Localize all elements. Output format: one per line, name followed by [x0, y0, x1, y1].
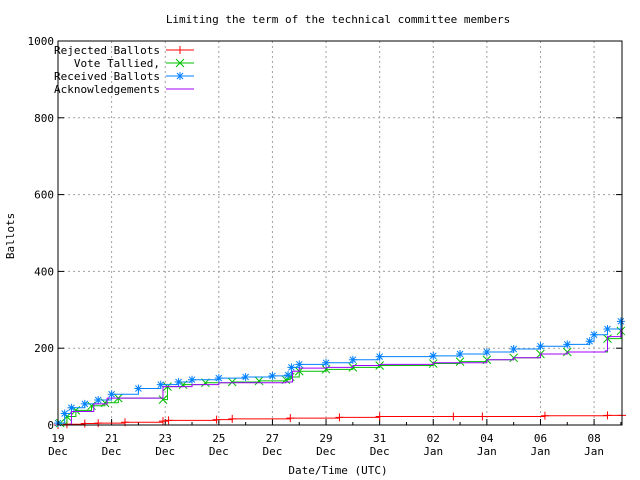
star-marker: [188, 375, 197, 384]
chart-title: Limiting the term of the technical commi…: [166, 13, 510, 26]
star-marker: [429, 351, 438, 360]
y-axis-label: Ballots: [4, 213, 17, 259]
x-tick-label-month: Dec: [316, 445, 336, 458]
x-tick-label-month: Jan: [477, 445, 497, 458]
x-tick-label-month: Jan: [584, 445, 604, 458]
legend-label: Received Ballots: [54, 70, 160, 83]
star-marker: [284, 371, 293, 380]
star-marker: [287, 363, 296, 372]
series-line: [58, 329, 622, 426]
star-marker: [509, 344, 518, 353]
y-tick-label: 800: [34, 112, 54, 125]
plus-marker: [540, 411, 549, 420]
plus-marker: [158, 417, 167, 426]
series-received-ballots: [54, 317, 625, 428]
x-tick-label-month: Dec: [209, 445, 229, 458]
series-vote-tallied-: [55, 326, 626, 428]
x-tick-label-month: Jan: [531, 445, 551, 458]
star-marker: [375, 352, 384, 361]
star-marker: [585, 337, 594, 346]
x-tick-label-month: Dec: [48, 445, 68, 458]
x-tick-label-day: 23: [159, 432, 172, 445]
x-tick-label-day: 02: [427, 432, 440, 445]
plus-marker: [212, 415, 221, 424]
star-marker: [268, 371, 277, 380]
plus-marker: [286, 414, 295, 423]
star-marker: [176, 72, 184, 80]
star-marker: [174, 377, 183, 386]
star-marker: [241, 373, 250, 381]
y-tick-label: 400: [34, 265, 54, 278]
star-marker: [295, 360, 304, 369]
star-marker: [80, 399, 89, 408]
x-marker: [254, 376, 264, 386]
plus-marker: [375, 412, 384, 421]
star-marker: [156, 380, 165, 389]
plot-border: [57, 40, 623, 426]
x-tick-label-month: Dec: [102, 445, 122, 458]
x-marker: [175, 58, 185, 68]
x-tick-label-day: 31: [373, 432, 386, 445]
star-marker: [67, 403, 76, 412]
plus-marker: [603, 411, 612, 420]
x-tick-label-month: Jan: [423, 445, 443, 458]
series-line: [58, 321, 622, 424]
plus-marker: [478, 412, 487, 421]
star-marker: [563, 340, 572, 349]
star-marker: [214, 374, 223, 383]
x-tick-label-day: 21: [105, 432, 118, 445]
x-tick-label-day: 08: [587, 432, 600, 445]
star-marker: [107, 390, 116, 399]
x-tick-label-day: 06: [534, 432, 547, 445]
x-marker: [158, 395, 168, 405]
plus-marker: [449, 412, 458, 421]
star-marker: [348, 355, 357, 364]
x-tick-label-day: 19: [51, 432, 64, 445]
legend-label: Acknowledgements: [54, 83, 160, 96]
star-marker: [482, 348, 491, 357]
plus-marker: [176, 46, 184, 54]
x-tick-label-day: 04: [480, 432, 494, 445]
y-tick-label: 0: [47, 419, 54, 432]
x-tick-label-day: 29: [319, 432, 332, 445]
x-marker: [321, 364, 331, 374]
star-marker: [616, 317, 625, 326]
plus-marker: [228, 414, 237, 423]
star-marker: [94, 396, 103, 405]
star-marker: [134, 384, 143, 393]
star-marker: [590, 330, 599, 339]
plus-marker: [164, 416, 173, 425]
legend-label: Vote Tallied,: [74, 57, 160, 70]
x-tick-label-month: Dec: [370, 445, 390, 458]
star-marker: [603, 325, 612, 333]
plus-marker: [94, 419, 103, 428]
star-marker: [322, 358, 331, 367]
star-marker: [456, 349, 465, 358]
series-acknowledgements: [58, 329, 622, 426]
y-tick-label: 200: [34, 342, 54, 355]
y-tick-label: 1000: [28, 35, 55, 48]
y-tick-label: 600: [34, 189, 54, 202]
x-tick-label-day: 25: [212, 432, 225, 445]
plus-marker: [80, 419, 89, 428]
x-tick-label-month: Dec: [155, 445, 175, 458]
x-marker: [455, 357, 465, 366]
star-marker: [60, 409, 69, 418]
x-tick-label-day: 27: [266, 432, 279, 445]
legend-label: Rejected Ballots: [54, 44, 160, 57]
x-tick-label-month: Dec: [262, 445, 282, 458]
series-rejected-ballots: [54, 411, 626, 429]
x-marker: [227, 377, 237, 387]
plus-marker: [335, 413, 344, 422]
series-line: [60, 330, 622, 424]
star-marker: [536, 342, 545, 351]
x-axis-label: Date/Time (UTC): [288, 464, 387, 477]
